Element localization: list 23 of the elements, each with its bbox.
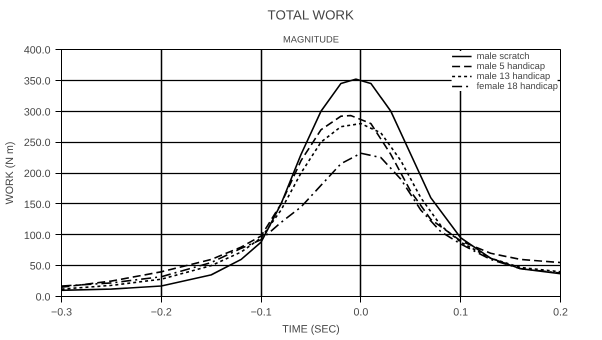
y-tick-label: 350.0	[24, 75, 51, 88]
x-tick-label: 0.2	[553, 306, 568, 318]
x-tick-label: −0.3	[50, 306, 72, 318]
x-axis-title: TIME (SEC)	[282, 324, 340, 336]
y-axis-title: WORK (N m)	[4, 142, 16, 204]
y-tick-label: 100.0	[24, 230, 51, 242]
legend-label: male 5 handicap	[476, 61, 546, 71]
y-tick-label: 400.0	[24, 44, 51, 56]
chart-title: TOTAL WORK	[268, 8, 354, 22]
chart-subtitle: MAGNITUDE	[283, 34, 339, 44]
x-tick-label: 0.0	[353, 306, 368, 318]
y-tick-label: 200.0	[24, 168, 51, 180]
legend-label: male 13 handicap	[476, 71, 550, 81]
x-tick-label: −0.2	[150, 306, 172, 318]
y-tick-label: 0.0	[36, 292, 51, 304]
x-tick-label: 0.1	[453, 306, 468, 318]
legend-label: male scratch	[476, 51, 530, 61]
legend-label: female 18 handicap	[476, 81, 558, 91]
x-tick-label: −0.1	[250, 306, 272, 318]
y-tick-label: 300.0	[24, 106, 51, 118]
y-tick-label: 150.0	[24, 198, 51, 211]
y-tick-label: 250.0	[24, 137, 51, 150]
y-tick-label: 50.0	[30, 260, 51, 273]
